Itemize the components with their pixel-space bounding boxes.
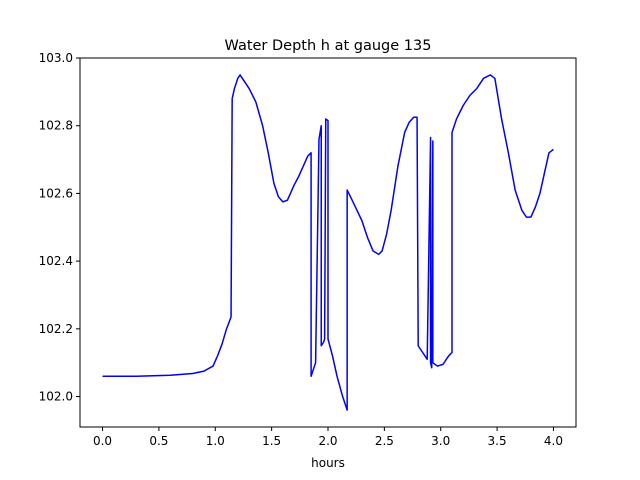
x-tick-label: 2.0: [318, 434, 337, 448]
x-axis-label: hours: [311, 456, 345, 470]
x-tick-label: 1.0: [206, 434, 225, 448]
x-tick-label: 0.0: [93, 434, 112, 448]
plot-area: [102, 74, 554, 411]
series-line-0: [102, 74, 554, 411]
y-tick-label: 102.4: [39, 254, 73, 268]
plot-frame: [79, 57, 577, 428]
y-tick-label: 102.2: [39, 322, 73, 336]
x-tick-label: 3.5: [488, 434, 507, 448]
y-tick-label: 103.0: [39, 51, 73, 65]
x-tick-label: 3.0: [431, 434, 450, 448]
x-tick-label: 2.5: [375, 434, 394, 448]
y-tick-label: 102.8: [39, 119, 73, 133]
y-tick-label: 102.0: [39, 390, 73, 404]
x-tick-label: 1.5: [262, 434, 281, 448]
x-tick-label: 0.5: [149, 434, 168, 448]
chart-title: Water Depth h at gauge 135: [225, 38, 432, 54]
x-tick-label: 4.0: [544, 434, 563, 448]
y-axis: 102.0 102.2 102.4 102.6 102.8 103.0: [39, 51, 80, 404]
y-tick-label: 102.6: [39, 186, 73, 200]
x-axis: 0.0 0.5 1.0 1.5 2.0 2.5 3.0 3.5 4.0: [93, 427, 563, 448]
